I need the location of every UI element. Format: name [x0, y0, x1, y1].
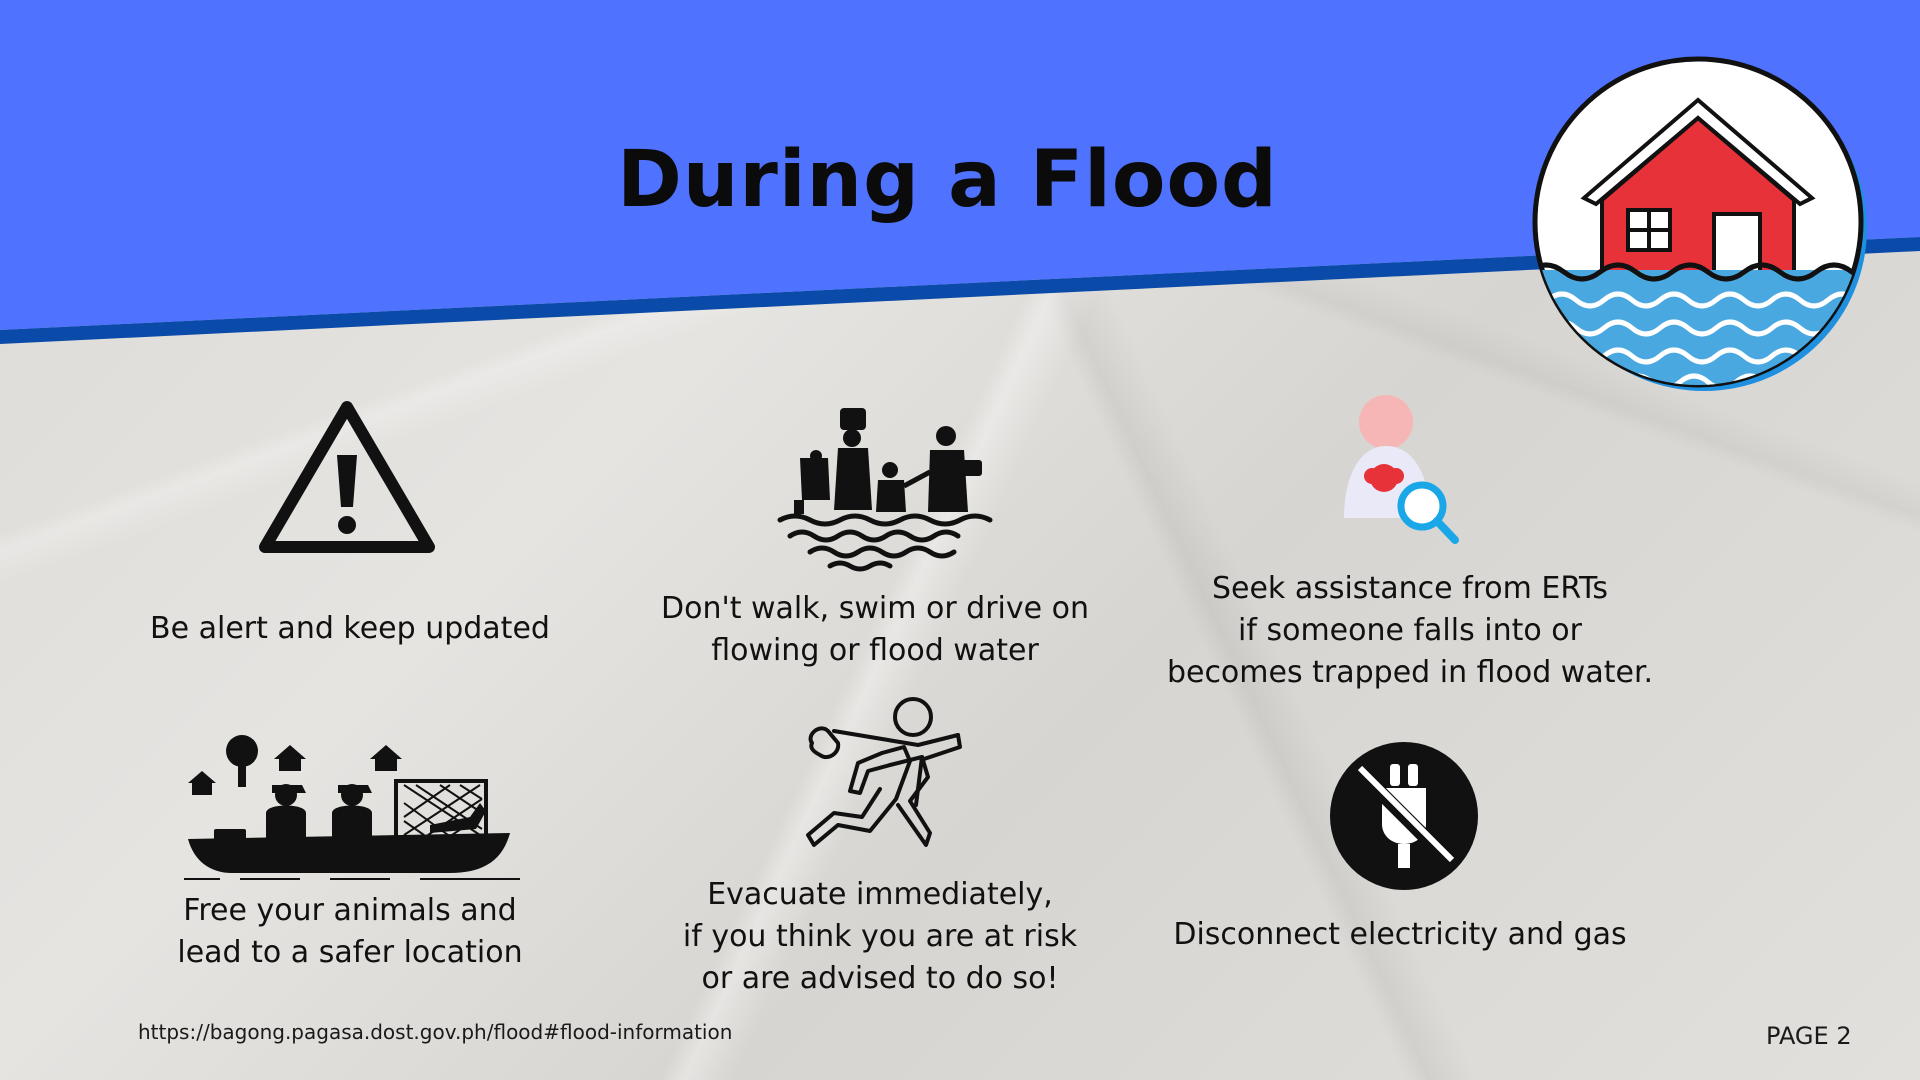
caption-line: or are advised to do so!: [701, 961, 1059, 996]
caption-line: Free your animals and: [183, 893, 517, 928]
caption-disconnect: Disconnect electricity and gas: [1130, 914, 1670, 956]
header-banner: [0, 0, 1920, 344]
caption-free-animals: Free your animals and lead to a safer lo…: [100, 890, 600, 974]
caption-line: Seek assistance from ERTs: [1211, 571, 1609, 606]
caption-line: Be alert and keep updated: [150, 611, 550, 646]
people-wading-icon: [777, 408, 993, 572]
caption-be-alert: Be alert and keep updated: [100, 608, 600, 650]
caption-line: if someone falls into or: [1238, 613, 1582, 648]
running-person-icon: [806, 697, 962, 847]
person-search-icon: [1344, 395, 1459, 544]
caption-seek-assistance: Seek assistance from ERTs if someone fal…: [1130, 568, 1690, 694]
caption-evacuate: Evacuate immediately, if you think you a…: [625, 874, 1135, 1000]
source-link[interactable]: https://bagong.pagasa.dost.gov.ph/flood#…: [138, 1020, 733, 1044]
caption-line: Don't walk, swim or drive on: [660, 591, 1090, 626]
caption-line: if you think you are at risk: [682, 919, 1078, 954]
caption-line: Disconnect electricity and gas: [1173, 917, 1627, 952]
caption-line: becomes trapped in flood water.: [1166, 655, 1654, 690]
rescue-boat-icon: [184, 735, 520, 880]
caption-dont-walk: Don't walk, swim or drive on flowing or …: [625, 588, 1125, 672]
flooded-house-icon: [1532, 56, 1867, 391]
caption-line: Evacuate immediately,: [707, 877, 1053, 912]
page-number: PAGE 2: [1766, 1022, 1852, 1050]
warning-triangle-icon: [259, 401, 435, 553]
caption-line: lead to a safer location: [177, 935, 523, 970]
no-plug-icon: [1330, 742, 1478, 890]
page-title: During a Flood: [617, 135, 1278, 225]
caption-line: flowing or flood water: [711, 633, 1039, 668]
